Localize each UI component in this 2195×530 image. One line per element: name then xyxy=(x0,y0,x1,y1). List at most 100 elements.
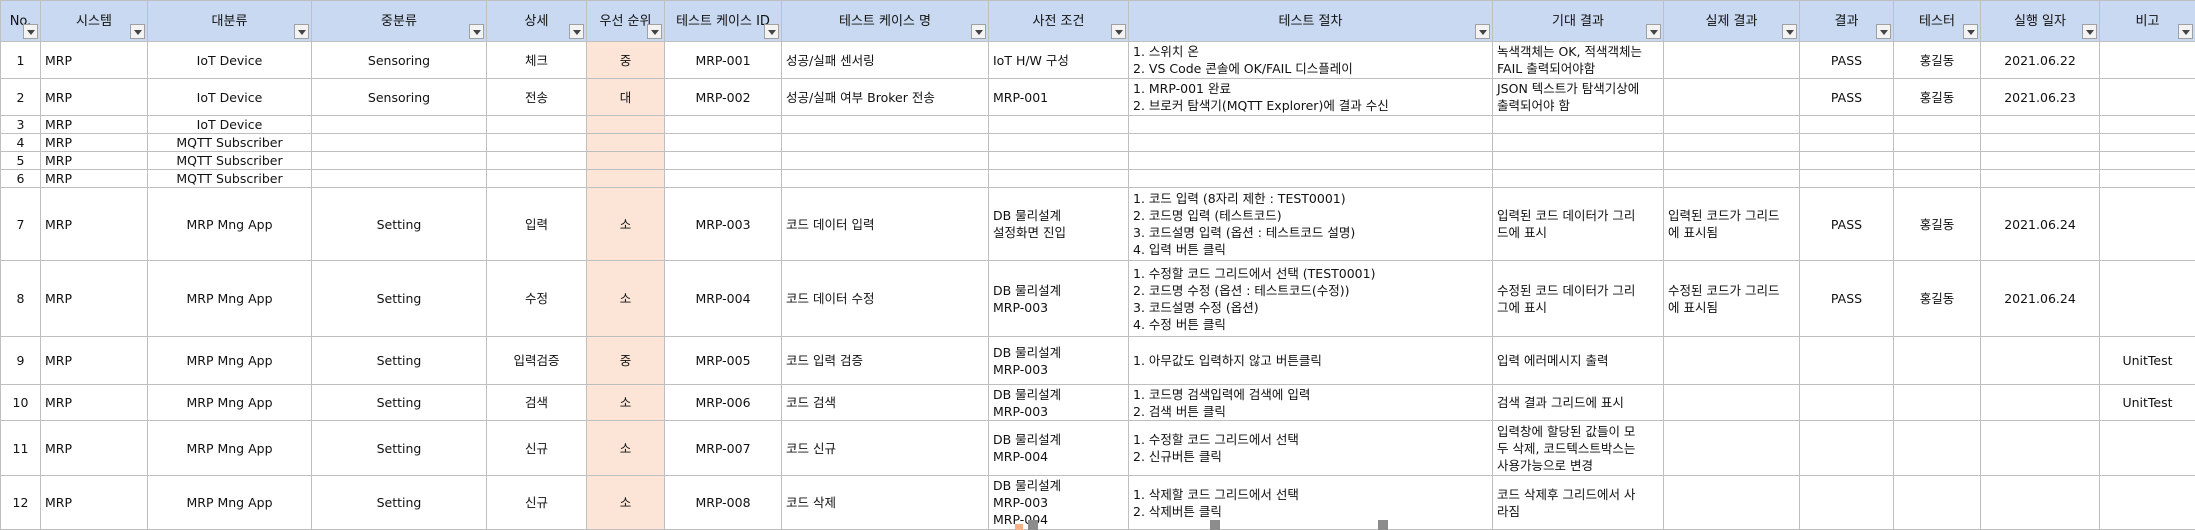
cell-result[interactable] xyxy=(1799,133,1894,152)
cell-no[interactable]: 3 xyxy=(0,115,41,134)
cell-procedure[interactable]: 1. 코드명 검색입력에 검색에 입력 2. 검색 버튼 클릭 xyxy=(1128,384,1493,421)
cell-procedure[interactable]: 1. MRP-001 완료 2. 브로커 탐색기(MQTT Explorer)에… xyxy=(1128,78,1493,116)
cell-priority[interactable]: 소 xyxy=(586,420,665,476)
cell-detail[interactable]: 수정 xyxy=(486,260,587,337)
cell-case-id[interactable] xyxy=(664,169,782,188)
cell-result[interactable] xyxy=(1799,115,1894,134)
cell-result[interactable] xyxy=(1799,384,1894,421)
cell-result[interactable] xyxy=(1799,475,1894,530)
cell-procedure[interactable]: 1. 아무값도 입력하지 않고 버튼클릭 xyxy=(1128,336,1493,385)
cell-subcategory[interactable]: Sensoring xyxy=(311,78,487,116)
cell-subcategory[interactable]: Setting xyxy=(311,384,487,421)
cell-detail[interactable] xyxy=(486,169,587,188)
column-header-date[interactable]: 실행 일자 xyxy=(1980,0,2100,42)
cell-expected[interactable]: 입력창에 할당된 값들이 모 두 삭제, 코드텍스트박스는 사용가능으로 변경 xyxy=(1492,420,1664,476)
cell-case-id[interactable]: MRP-008 xyxy=(664,475,782,530)
cell-tester[interactable] xyxy=(1893,384,1981,421)
column-header-case-id[interactable]: 테스트 케이스 ID xyxy=(664,0,782,42)
cell-expected[interactable]: 녹색객체는 OK, 적색객체는 FAIL 출력되어야함 xyxy=(1492,41,1664,79)
cell-precondition[interactable]: DB 물리설계 MRP-004 xyxy=(988,420,1129,476)
cell-note[interactable] xyxy=(2099,260,2195,337)
cell-subcategory[interactable]: Setting xyxy=(311,187,487,261)
cell-category[interactable]: IoT Device xyxy=(147,115,312,134)
cell-note[interactable] xyxy=(2099,475,2195,530)
cell-expected[interactable] xyxy=(1492,133,1664,152)
cell-case-id[interactable] xyxy=(664,115,782,134)
cell-category[interactable]: IoT Device xyxy=(147,41,312,79)
cell-date[interactable] xyxy=(1980,420,2100,476)
cell-actual[interactable]: 입력된 코드가 그리드 에 표시됨 xyxy=(1663,187,1800,261)
column-header-actual[interactable]: 실제 결과 xyxy=(1663,0,1800,42)
cell-category[interactable]: MRP Mng App xyxy=(147,187,312,261)
cell-date[interactable] xyxy=(1980,336,2100,385)
cell-expected[interactable]: 입력된 코드 데이터가 그리 드에 표시 xyxy=(1492,187,1664,261)
cell-priority[interactable] xyxy=(586,133,665,152)
cell-detail[interactable]: 입력 xyxy=(486,187,587,261)
column-header-system[interactable]: 시스템 xyxy=(40,0,148,42)
cell-case-id[interactable]: MRP-003 xyxy=(664,187,782,261)
column-header-category[interactable]: 대분류 xyxy=(147,0,312,42)
column-header-expected[interactable]: 기대 결과 xyxy=(1492,0,1664,42)
cell-category[interactable]: MRP Mng App xyxy=(147,420,312,476)
cell-category[interactable]: IoT Device xyxy=(147,78,312,116)
cell-no[interactable]: 1 xyxy=(0,41,41,79)
cell-no[interactable]: 4 xyxy=(0,133,41,152)
cell-priority[interactable]: 소 xyxy=(586,260,665,337)
column-header-precondition[interactable]: 사전 조건 xyxy=(988,0,1129,42)
cell-note[interactable] xyxy=(2099,133,2195,152)
filter-dropdown-icon[interactable] xyxy=(1646,24,1661,39)
filter-dropdown-icon[interactable] xyxy=(1475,24,1490,39)
cell-case-name[interactable]: 코드 삭제 xyxy=(781,475,989,530)
cell-no[interactable]: 2 xyxy=(0,78,41,116)
cell-actual[interactable] xyxy=(1663,151,1800,170)
cell-system[interactable]: MRP xyxy=(40,78,148,116)
cell-priority[interactable]: 소 xyxy=(586,384,665,421)
cell-subcategory[interactable] xyxy=(311,115,487,134)
cell-expected[interactable]: 수정된 코드 데이터가 그리 그에 표시 xyxy=(1492,260,1664,337)
cell-case-name[interactable]: 코드 신규 xyxy=(781,420,989,476)
cell-procedure[interactable] xyxy=(1128,133,1493,152)
cell-subcategory[interactable] xyxy=(311,133,487,152)
cell-precondition[interactable]: DB 물리설계 MRP-003 xyxy=(988,336,1129,385)
cell-tester[interactable]: 홍길동 xyxy=(1893,260,1981,337)
cell-priority[interactable]: 중 xyxy=(586,336,665,385)
cell-result[interactable] xyxy=(1799,420,1894,476)
cell-category[interactable]: MRP Mng App xyxy=(147,260,312,337)
cell-system[interactable]: MRP xyxy=(40,41,148,79)
cell-expected[interactable] xyxy=(1492,115,1664,134)
cell-category[interactable]: MQTT Subscriber xyxy=(147,151,312,170)
cell-precondition[interactable] xyxy=(988,169,1129,188)
cell-no[interactable]: 5 xyxy=(0,151,41,170)
cell-date[interactable]: 2021.06.24 xyxy=(1980,260,2100,337)
cell-subcategory[interactable]: Setting xyxy=(311,260,487,337)
cell-note[interactable]: UnitTest xyxy=(2099,384,2195,421)
cell-precondition[interactable]: DB 물리설계 MRP-003 MRP-004 xyxy=(988,475,1129,530)
cell-system[interactable]: MRP xyxy=(40,169,148,188)
cell-tester[interactable]: 홍길동 xyxy=(1893,41,1981,79)
cell-precondition[interactable]: DB 물리설계 설정화면 진입 xyxy=(988,187,1129,261)
cell-precondition[interactable]: IoT H/W 구성 xyxy=(988,41,1129,79)
cell-note[interactable] xyxy=(2099,420,2195,476)
cell-subcategory[interactable] xyxy=(311,151,487,170)
cell-precondition[interactable] xyxy=(988,115,1129,134)
cell-tester[interactable] xyxy=(1893,115,1981,134)
cell-date[interactable]: 2021.06.24 xyxy=(1980,187,2100,261)
cell-precondition[interactable]: DB 물리설계 MRP-003 xyxy=(988,384,1129,421)
filter-dropdown-icon[interactable] xyxy=(647,24,662,39)
column-header-note[interactable]: 비고 xyxy=(2099,0,2195,42)
cell-case-name[interactable]: 성공/실패 여부 Broker 전송 xyxy=(781,78,989,116)
cell-procedure[interactable] xyxy=(1128,169,1493,188)
cell-date[interactable] xyxy=(1980,384,2100,421)
cell-system[interactable]: MRP xyxy=(40,384,148,421)
cell-actual[interactable] xyxy=(1663,115,1800,134)
cell-case-name[interactable]: 코드 데이터 수정 xyxy=(781,260,989,337)
cell-tester[interactable] xyxy=(1893,336,1981,385)
cell-case-name[interactable] xyxy=(781,133,989,152)
filter-dropdown-icon[interactable] xyxy=(2082,24,2097,39)
cell-note[interactable]: UnitTest xyxy=(2099,336,2195,385)
cell-note[interactable] xyxy=(2099,169,2195,188)
cell-note[interactable] xyxy=(2099,78,2195,116)
cell-expected[interactable]: 입력 에러메시지 출력 xyxy=(1492,336,1664,385)
cell-expected[interactable] xyxy=(1492,151,1664,170)
cell-date[interactable] xyxy=(1980,133,2100,152)
